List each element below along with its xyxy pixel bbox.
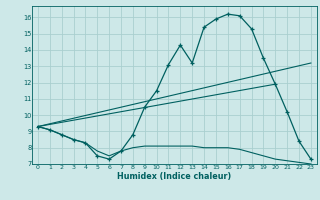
X-axis label: Humidex (Indice chaleur): Humidex (Indice chaleur) (117, 172, 232, 181)
